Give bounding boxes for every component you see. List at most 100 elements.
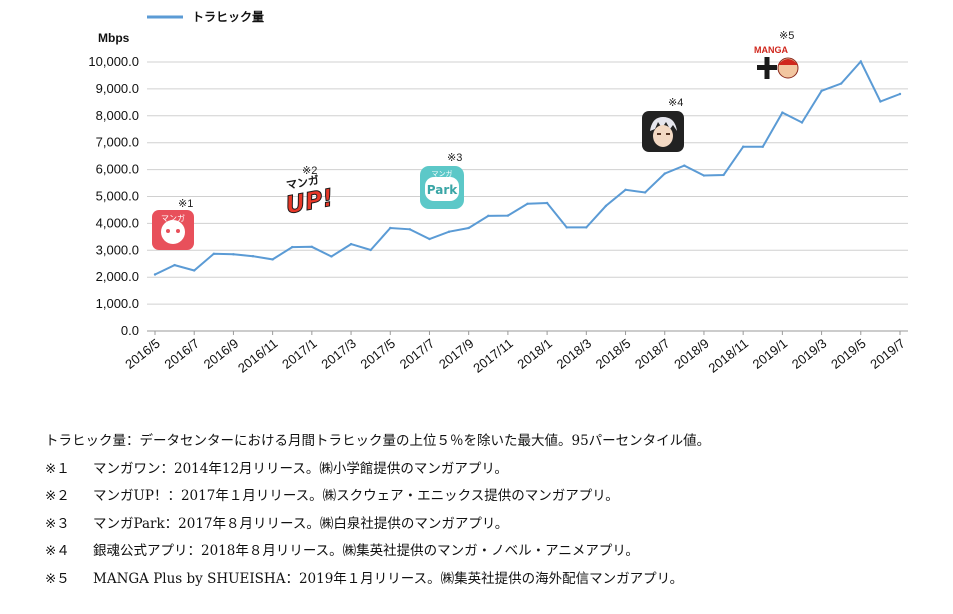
legend-label: トラヒック量 <box>192 10 264 24</box>
gintama-icon-eye-left <box>657 133 661 135</box>
x-tick-label: 2018/7 <box>632 336 673 372</box>
data-point-2018/4 <box>604 204 608 208</box>
y-tick-label: 1,000.0 <box>96 296 139 311</box>
annotation-3: ※3 マンガ Park <box>420 152 464 209</box>
y-tick-label: 3,000.0 <box>96 242 139 257</box>
data-point-2018/12 <box>761 145 764 148</box>
x-tick-label: 2016/11 <box>235 336 281 376</box>
x-tick-label: 2019/7 <box>867 336 908 372</box>
x-tick-label: 2016/7 <box>161 336 202 372</box>
manga-one-icon-eye-left <box>166 229 170 233</box>
footnote-2: ※２ マンガUP！：2017年１月リリース。㈱スクウェア・エニックス提供のマンガア… <box>45 483 945 511</box>
data-point-2019/5 <box>859 60 862 63</box>
data-point-2017/8 <box>447 230 451 233</box>
data-point-2017/2 <box>330 255 333 258</box>
data-point-2016/7 <box>193 269 196 272</box>
annotation-3-label: ※3 <box>447 152 462 164</box>
footnote-text: 銀魂公式アプリ：2018年８月リリース。㈱集英社提供のマンガ・ノベル・アニメアプ… <box>93 543 639 559</box>
x-tick-labels: 2016/52016/72016/92016/112017/12017/3201… <box>122 336 908 376</box>
y-tick-label: 4,000.0 <box>96 215 139 230</box>
x-tick-label: 2019/5 <box>828 336 869 372</box>
series-line-traffic <box>154 59 901 276</box>
footnote-4: ※４ 銀魂公式アプリ：2018年８月リリース。㈱集英社提供のマンガ・ノベル・アニメ… <box>45 538 945 566</box>
data-point-2017/6 <box>408 228 412 231</box>
footnote-text: トラヒック量：データセンターにおける月間トラヒック量の上位５％を除いた最大値。9… <box>45 433 711 449</box>
footnote-text: マンガワン：2014年12月リリース。㈱小学館提供のマンガアプリ。 <box>93 460 508 477</box>
y-tick-label: 8,000.0 <box>96 108 139 123</box>
annotation-2-label: ※2 <box>302 165 317 177</box>
data-point-2017/5 <box>389 226 392 230</box>
manga-one-icon-text: マンガ <box>161 213 185 223</box>
data-point-2019/2 <box>800 121 804 124</box>
manga-park-icon-bottom: Park <box>427 183 458 197</box>
y-tick-label: 0.0 <box>121 323 139 338</box>
x-tick-label: 2019/3 <box>789 336 830 372</box>
footnote-text: マンガPark：2017年８月リリース。㈱白泉社提供のマンガアプリ。 <box>93 515 509 532</box>
x-tick-label: 2017/5 <box>358 336 399 372</box>
data-point-2017/3 <box>349 242 353 246</box>
footnote-mark: ※３ <box>45 515 70 532</box>
x-tick-label: 2019/1 <box>750 336 791 372</box>
annotation-2: ※2 マンガ UP! <box>283 165 336 220</box>
footnote-5: ※５ MANGA Plus by SHUEISHA：2019年１月リリース。㈱集英… <box>45 566 945 594</box>
data-points <box>153 60 902 276</box>
data-point-2017/4 <box>369 248 372 252</box>
footnote-text: マンガUP！：2017年１月リリース。㈱スクウェア・エニックス提供のマンガアプリ… <box>93 488 619 504</box>
data-point-2018/10 <box>722 173 725 177</box>
x-tick-label: 2017/11 <box>470 336 516 376</box>
y-tick-label: 2,000.0 <box>96 269 139 284</box>
annotation-1-label: ※1 <box>178 198 193 210</box>
legend: トラヒック量 <box>147 10 264 24</box>
footnote-definition: トラヒック量：データセンターにおける月間トラヒック量の上位５％を除いた最大値。9… <box>45 428 945 456</box>
x-tick-label: 2018/5 <box>593 336 634 372</box>
data-point-2018/1 <box>545 201 549 205</box>
data-point-2018/11 <box>741 145 745 148</box>
x-tick-label: 2016/5 <box>122 336 163 372</box>
y-axis-unit: Mbps <box>98 31 130 45</box>
footnote-mark: ※５ <box>45 570 70 587</box>
footnotes: トラヒック量：データセンターにおける月間トラヒック量の上位５％を除いた最大値。9… <box>45 428 945 593</box>
gintama-app-icon <box>642 111 684 152</box>
manga-up-logo: マンガ UP! <box>283 173 336 220</box>
manga-plus-logo-hat <box>778 59 798 65</box>
footnote-mark: ※１ <box>45 460 70 477</box>
manga-park-icon-top: マンガ <box>432 169 453 178</box>
annotation-1: ※1 マンガ <box>152 198 194 250</box>
data-point-2017/1 <box>310 245 314 249</box>
gintama-icon-hair <box>650 117 677 131</box>
data-point-2016/10 <box>251 255 255 258</box>
manga-plus-logo-text: MANGA <box>754 45 788 55</box>
data-point-2019/3 <box>820 89 823 92</box>
manga-plus-logo: MANGA <box>754 45 799 79</box>
footnote-text: MANGA Plus by SHUEISHA：2019年１月リリース。㈱集英社提… <box>93 570 684 587</box>
y-tick-label: 5,000.0 <box>96 189 139 204</box>
annotation-4-label: ※4 <box>668 97 683 109</box>
data-point-2017/10 <box>487 214 490 218</box>
footnote-mark: ※４ <box>45 543 70 559</box>
data-point-2016/11 <box>271 258 274 261</box>
data-point-2017/9 <box>467 226 470 230</box>
data-point-2017/11 <box>506 214 510 217</box>
data-point-2016/6 <box>173 263 176 267</box>
data-point-2018/5 <box>624 188 627 191</box>
x-tick-label: 2018/1 <box>514 336 555 372</box>
footnote-3: ※３ マンガPark：2017年８月リリース。㈱白泉社提供のマンガアプリ。 <box>45 511 945 539</box>
data-point-2018/2 <box>565 226 568 229</box>
gintama-icon-eye-right <box>666 133 670 135</box>
data-point-2018/9 <box>702 174 706 177</box>
data-point-2016/5 <box>153 273 157 276</box>
x-tick-label: 2018/9 <box>671 336 712 372</box>
data-point-2019/7 <box>898 92 902 96</box>
data-point-2016/9 <box>232 253 235 256</box>
x-tick-label: 2018/11 <box>705 336 751 376</box>
data-point-2017/7 <box>428 237 431 241</box>
footnote-mark: ※２ <box>45 488 70 504</box>
data-point-2019/6 <box>879 100 882 103</box>
x-tick-label: 2017/9 <box>436 336 477 372</box>
data-point-2018/7 <box>663 172 666 175</box>
manga-park-app-icon: マンガ Park <box>420 166 464 209</box>
footnote-1: ※１ マンガワン：2014年12月リリース。㈱小学館提供のマンガアプリ。 <box>45 456 945 484</box>
x-tick-label: 2017/3 <box>318 336 359 372</box>
data-point-2016/8 <box>212 252 216 255</box>
data-point-2018/8 <box>683 164 686 167</box>
